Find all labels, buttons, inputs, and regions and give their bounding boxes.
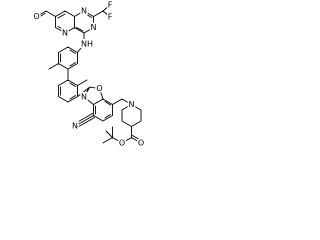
atom-label: N [72, 122, 78, 131]
atom-label: N [129, 100, 135, 109]
atom-label: N [62, 29, 68, 38]
atom-label: F [108, 13, 113, 22]
page: O F F N N N NH N O N N O O (() => { cons… [0, 0, 152, 152]
bonds [36, 4, 143, 144]
atom-label: F [108, 1, 113, 10]
atom-label: NH [81, 40, 93, 49]
atom-label: N [81, 7, 87, 16]
atom-label: O [119, 139, 125, 148]
atom-label: O [33, 12, 39, 21]
atom-label: O [96, 84, 102, 93]
atom-label: N [91, 23, 97, 32]
atom-label: O [138, 139, 144, 148]
molecule-structure: O F F N N N NH N O N N O O [32, 0, 146, 149]
atom-label: N [81, 93, 87, 102]
